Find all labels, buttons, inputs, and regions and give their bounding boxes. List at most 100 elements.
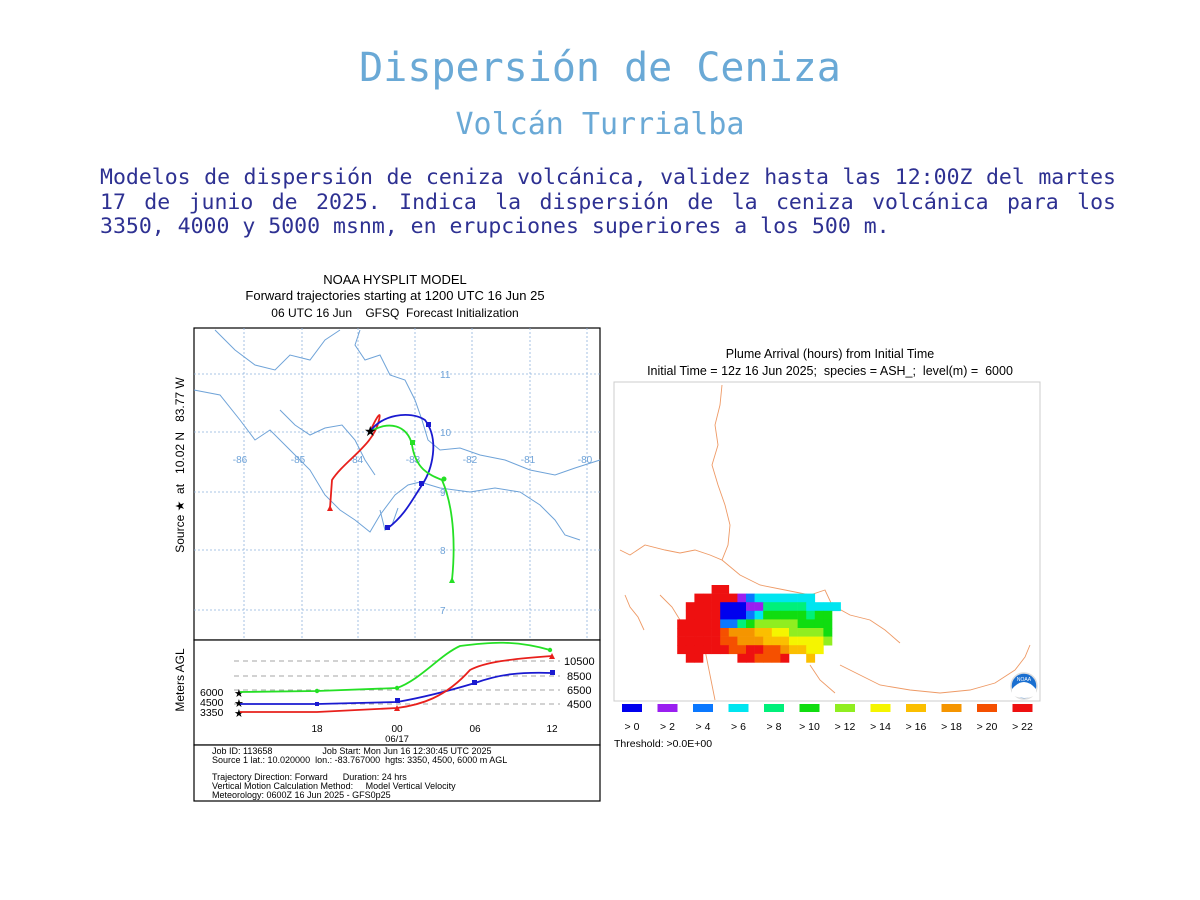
- plume-cell: [771, 619, 781, 629]
- plume-cell: [823, 602, 833, 612]
- legend-label: > 14: [870, 721, 891, 733]
- plume-cell: [814, 610, 824, 620]
- plume-cell: [677, 619, 687, 629]
- lon-label: -85: [291, 455, 306, 466]
- plume-cell: [703, 610, 712, 620]
- right-height-label: 8500: [567, 671, 591, 683]
- svg-text:★: ★: [234, 698, 244, 710]
- legend-swatch: [622, 704, 642, 712]
- svg-text:★: ★: [234, 708, 244, 720]
- plume-cell: [746, 593, 755, 603]
- right-height-label: 10500: [564, 656, 595, 668]
- plume-cell: [703, 645, 712, 655]
- legend-swatch: [764, 704, 784, 712]
- plume-cell: [728, 619, 738, 629]
- plume-cell: [728, 636, 738, 646]
- height-markers: [314, 647, 555, 711]
- svg-text:★: ★: [234, 688, 244, 700]
- plume-title: Plume Arrival (hours) from Initial Time: [725, 347, 935, 361]
- height-stars: ★ ★ ★: [234, 688, 244, 720]
- plume-cell: [711, 619, 721, 629]
- plume-cell: [703, 636, 712, 646]
- plume-cell: [806, 619, 816, 629]
- plume-cell: [771, 653, 781, 663]
- plume-cell: [806, 653, 816, 663]
- plume-cell: [814, 645, 824, 655]
- plume-cell: [823, 610, 833, 620]
- plume-cell: [720, 585, 730, 594]
- map-grid: [194, 328, 600, 640]
- right-height-label: 6500: [567, 685, 591, 697]
- plume-cell: [797, 619, 807, 629]
- plume-cell: [711, 602, 721, 612]
- plume-cell: [780, 593, 790, 603]
- height-green: [239, 641, 551, 693]
- plume-cell: [737, 619, 747, 629]
- plume-cell: [711, 610, 721, 620]
- plume-cell: [737, 653, 747, 663]
- plume-cell: [754, 645, 764, 655]
- plume-cell: [711, 593, 721, 603]
- plume-cell: [737, 645, 747, 655]
- plume-cell: [685, 645, 695, 655]
- legend-label: > 6: [731, 721, 746, 733]
- plume-cell: [780, 602, 790, 612]
- lon-label: -86: [233, 455, 248, 466]
- plume-cell: [763, 628, 773, 637]
- lat-label: 9: [440, 488, 446, 499]
- lat-label: 8: [440, 546, 446, 557]
- lat-label: 11: [440, 370, 451, 381]
- plume-cell: [685, 653, 695, 663]
- plume-cell: [694, 636, 704, 646]
- plume-cell: [746, 610, 755, 620]
- plume-cell: [728, 610, 738, 620]
- noaa-logo-icon: NOAA: [1010, 672, 1038, 700]
- plume-threshold: Threshold: >0.0E+00: [614, 738, 712, 750]
- plume-cell: [720, 636, 730, 646]
- plume-cell: [754, 653, 764, 663]
- plume-cell: [780, 653, 790, 663]
- plume-cell: [694, 653, 704, 663]
- legend-swatch: [728, 704, 749, 712]
- plume-cell: [780, 610, 790, 620]
- info-line: Meteorology: 0600Z 16 Jun 2025 - GFS0p25: [212, 790, 391, 800]
- legend-label: > 0: [625, 721, 640, 733]
- plume-cell: [806, 602, 816, 612]
- info-line: Trajectory Direction: Forward Duration: …: [212, 772, 407, 782]
- plume-cell: [746, 645, 755, 655]
- plume-cell: [728, 593, 738, 603]
- plume-cell: [737, 610, 747, 620]
- time-label: 12: [546, 724, 558, 735]
- plume-cell: [711, 628, 721, 637]
- plume-cell: [720, 645, 730, 655]
- lon-label: -84: [349, 455, 364, 466]
- legend-label: > 16: [906, 721, 927, 733]
- plume-cell: [703, 628, 712, 637]
- legend-label: > 20: [977, 721, 998, 733]
- plume-cell: [780, 619, 790, 629]
- legend-label: > 22: [1012, 721, 1033, 733]
- plume-cell: [771, 628, 781, 637]
- map-lat-labels: 11 10 9 8 7: [440, 370, 452, 617]
- plume-cell: [771, 602, 781, 612]
- plume-cell: [797, 593, 807, 603]
- plume-cell: [685, 602, 695, 612]
- plume-cell: [685, 636, 695, 646]
- info-line: Job ID: 113658 Job Start: Mon Jun 16 12:…: [212, 746, 492, 756]
- plume-cell: [737, 602, 747, 612]
- plume-cell: [823, 636, 833, 646]
- plume-cell: [797, 602, 807, 612]
- legend-swatch: [1012, 704, 1033, 712]
- plume-legend: > 0 > 2 > 4 > 6 > 8 > 10 > 12 > 14 > 16 > 18 > 20 >…: [622, 704, 1033, 733]
- plume-cell: [806, 636, 816, 646]
- lat-label: 7: [440, 606, 446, 617]
- trajectory-header-3: 06 UTC 16 Jun GFSQ Forecast Initializati…: [271, 306, 519, 320]
- plume-cell: [728, 645, 738, 655]
- source-star-icon: ★: [364, 423, 377, 439]
- plume-cell: [703, 593, 712, 603]
- left-height-label: 4500: [200, 697, 224, 709]
- plume-cell: [754, 628, 764, 637]
- plume-cell: [694, 593, 704, 603]
- trajectory-green: [369, 424, 455, 581]
- plume-cell: [771, 645, 781, 655]
